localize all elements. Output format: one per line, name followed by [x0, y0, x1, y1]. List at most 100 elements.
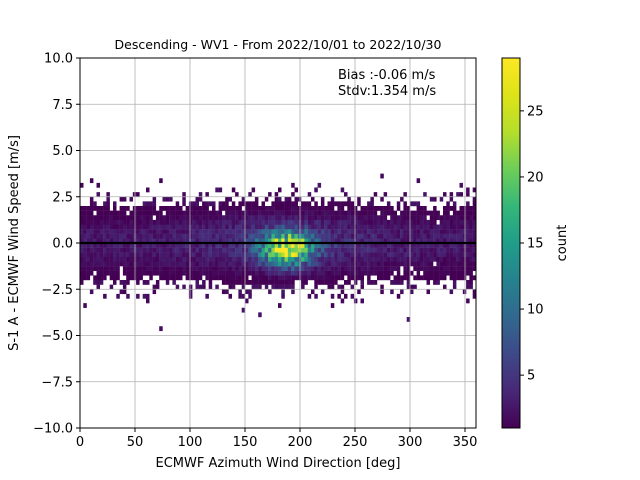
- heatmap-cell: [452, 280, 457, 285]
- heatmap-cell: [344, 229, 348, 234]
- heatmap-cell: [93, 266, 97, 271]
- heatmap-cell: [426, 261, 430, 267]
- heatmap-cell: [334, 247, 338, 253]
- heatmap-cell: [122, 289, 127, 295]
- heatmap-cell: [393, 256, 397, 262]
- heatmap-cell: [238, 215, 242, 221]
- heatmap-cell: [274, 275, 279, 281]
- heatmap-cell: [122, 284, 127, 290]
- heatmap-cell: [278, 252, 282, 258]
- heatmap-cell: [231, 284, 236, 290]
- heatmap-cell: [304, 256, 308, 262]
- heatmap-cell: [327, 206, 331, 211]
- heatmap-cell: [327, 215, 331, 221]
- heatmap-cell: [466, 206, 470, 211]
- heatmap-cell: [245, 280, 249, 285]
- heatmap-cell: [129, 233, 133, 239]
- heatmap-cell: [198, 196, 203, 202]
- heatmap-cell: [215, 210, 219, 216]
- heatmap-cell: [202, 210, 206, 216]
- heatmap-cell: [159, 206, 163, 211]
- heatmap-cell: [268, 233, 272, 239]
- heatmap-cell: [314, 270, 318, 276]
- heatmap-cell: [149, 247, 153, 253]
- heatmap-cell: [344, 215, 348, 221]
- heatmap-cell: [248, 201, 252, 207]
- heatmap-cell: [116, 215, 120, 221]
- heatmap-cell: [238, 270, 242, 276]
- heatmap-cell: [221, 243, 226, 248]
- heatmap-cell: [294, 224, 298, 230]
- heatmap-cell: [165, 266, 170, 271]
- heatmap-cell: [284, 224, 289, 230]
- heatmap-cell: [400, 275, 404, 281]
- heatmap-cell: [353, 298, 358, 304]
- heatmap-cell: [238, 289, 242, 295]
- heatmap-cell: [235, 261, 239, 267]
- heatmap-cell: [192, 256, 196, 262]
- heatmap-cell: [228, 229, 232, 234]
- heatmap-cell: [109, 210, 114, 216]
- heatmap-cell: [393, 266, 397, 271]
- heatmap-cell: [367, 247, 371, 253]
- heatmap-cell: [406, 224, 411, 230]
- heatmap-cell: [287, 266, 292, 271]
- heatmap-cell: [406, 256, 411, 262]
- heatmap-cell: [182, 196, 186, 202]
- heatmap-cell: [314, 201, 318, 207]
- heatmap-cell: [403, 247, 407, 253]
- heatmap-cell: [185, 219, 190, 225]
- heatmap-cell: [337, 270, 341, 276]
- heatmap-cell: [116, 233, 120, 239]
- heatmap-cell: [393, 280, 397, 285]
- heatmap-cell: [268, 243, 272, 248]
- heatmap-cell: [225, 270, 229, 276]
- heatmap-cell: [370, 266, 374, 271]
- heatmap-cell: [268, 224, 272, 230]
- heatmap-cell: [254, 233, 259, 239]
- heatmap-cell: [83, 229, 87, 234]
- heatmap-cell: [304, 270, 308, 276]
- heatmap-cell: [413, 284, 417, 290]
- heatmap-cell: [198, 219, 203, 225]
- heatmap-cell: [317, 266, 322, 271]
- heatmap-cell: [307, 266, 312, 271]
- heatmap-cell: [152, 266, 157, 271]
- heatmap-cell: [377, 215, 381, 221]
- heatmap-cell: [198, 243, 203, 248]
- heatmap-cell: [436, 270, 440, 276]
- heatmap-cell: [116, 238, 120, 244]
- heatmap-cell: [165, 256, 170, 262]
- heatmap-cell: [439, 238, 444, 244]
- heatmap-cell: [192, 201, 196, 207]
- heatmap-cell: [419, 229, 424, 234]
- heatmap-cell: [155, 266, 160, 271]
- heatmap-cell: [360, 243, 364, 248]
- heatmap-cell: [390, 256, 394, 262]
- heatmap-cell: [106, 252, 110, 258]
- heatmap-cell: [241, 210, 246, 216]
- heatmap-cell: [195, 215, 199, 221]
- heatmap-cell: [456, 192, 460, 197]
- heatmap-cell: [344, 233, 348, 239]
- heatmap-cell: [466, 192, 470, 197]
- heatmap-cell: [218, 206, 223, 211]
- heatmap-cell: [311, 243, 315, 248]
- heatmap-cell: [446, 247, 450, 253]
- heatmap-cell: [301, 238, 305, 244]
- heatmap-cell: [311, 289, 315, 295]
- heatmap-cell: [284, 261, 289, 267]
- heatmap-cell: [205, 233, 209, 239]
- heatmap-cell: [198, 224, 203, 230]
- heatmap-cell: [396, 270, 401, 276]
- heatmap-cell: [383, 243, 388, 248]
- heatmap-cell: [251, 247, 256, 253]
- heatmap-cell: [83, 261, 87, 267]
- heatmap-cell: [307, 201, 312, 207]
- heatmap-cell: [274, 266, 279, 271]
- bias-annotation: Bias :-0.06 m/s: [338, 68, 436, 83]
- heatmap-cell: [89, 215, 94, 221]
- heatmap-cell: [99, 252, 104, 258]
